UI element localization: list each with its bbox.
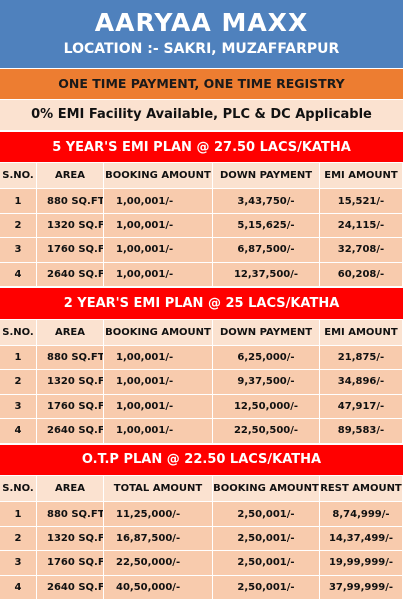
table-cell: 2,50,001/- xyxy=(213,550,320,575)
table-cell: 1760 SQ.FT xyxy=(37,393,104,419)
column-header: S.NO. xyxy=(0,162,37,189)
table-cell: 37,99,999/- xyxy=(320,574,403,599)
table-cell: 11,25,000/- xyxy=(104,501,213,526)
column-header: DOWN PAYMENT xyxy=(213,318,320,345)
column-header: AREA xyxy=(37,475,104,502)
column-header: AREA xyxy=(37,318,104,345)
column-header: S.NO. xyxy=(0,318,37,345)
table-cell: 2 xyxy=(0,212,37,238)
table-cell: 880 SQ.FT xyxy=(37,501,104,526)
section-title: 5 YEAR'S EMI PLAN @ 27.50 LACS/KATHA xyxy=(0,129,403,163)
table-cell: 880 SQ.FT xyxy=(37,344,104,370)
table-cell: 9,37,500/- xyxy=(213,369,320,394)
note: 0% EMI Facility Available, PLC & DC Appl… xyxy=(0,98,403,130)
table-cell: 3,43,750/- xyxy=(213,188,320,213)
table-row: 1 880 SQ.FT 1,00,001/- 6,25,000/- 21,875/- xyxy=(0,344,403,370)
table-cell: 60,208/- xyxy=(320,261,403,287)
table-cell: 1,00,001/- xyxy=(104,369,213,394)
table-cell: 40,50,000/- xyxy=(104,574,213,599)
table-cell: 47,917/- xyxy=(320,393,403,419)
table-cell: 1 xyxy=(0,344,37,370)
table-cell: 22,50,000/- xyxy=(104,550,213,575)
table-cell: 1,00,001/- xyxy=(104,212,213,238)
table-cell: 34,896/- xyxy=(320,369,403,394)
column-header: EMI AMOUNT xyxy=(320,318,403,345)
column-header: BOOKING AMOUNT xyxy=(104,318,213,345)
table-cell: 19,99,999/- xyxy=(320,550,403,575)
table-cell: 8,74,999/- xyxy=(320,501,403,526)
title: AARYAA MAXX xyxy=(94,7,309,37)
header-row: S.NO. AREA BOOKING AMOUNT DOWN PAYMENT EMI A… xyxy=(0,162,403,189)
section-title: O.T.P PLAN @ 22.50 LACS/KATHA xyxy=(0,442,403,476)
header: AARYAA MAXX LOCATION :- SAKRI, MUZAFFARP… xyxy=(0,0,403,68)
table-cell: 1320 SQ.FT xyxy=(37,369,104,394)
table-cell: 1,00,001/- xyxy=(104,188,213,213)
table-cell: 12,37,500/- xyxy=(213,261,320,287)
table-cell: 1320 SQ.FT xyxy=(37,525,104,551)
table-cell: 880 SQ.FT xyxy=(37,188,104,213)
table-cell: 32,708/- xyxy=(320,237,403,262)
table-cell: 2,50,001/- xyxy=(213,525,320,551)
table-cell: 1760 SQ.FT xyxy=(37,237,104,262)
table-cell: 1,00,001/- xyxy=(104,344,213,370)
table-cell: 2,50,001/- xyxy=(213,574,320,599)
location: LOCATION :- SAKRI, MUZAFFARPUR xyxy=(63,40,340,57)
table-cell: 2,50,001/- xyxy=(213,501,320,526)
table-cell: 2640 SQ.FT xyxy=(37,574,104,599)
table-cell: 1760 SQ.FT xyxy=(37,550,104,575)
header-row: S.NO. AREA BOOKING AMOUNT DOWN PAYMENT EMI A… xyxy=(0,318,403,345)
table-cell: 1 xyxy=(0,188,37,213)
table-cell: 24,115/- xyxy=(320,212,403,238)
column-header: EMI AMOUNT xyxy=(320,162,403,189)
table-cell: 6,25,000/- xyxy=(213,344,320,370)
table-cell: 15,521/- xyxy=(320,188,403,213)
banner: ONE TIME PAYMENT, ONE TIME REGISTRY xyxy=(0,67,403,99)
table-cell: 16,87,500/- xyxy=(104,525,213,551)
table-cell: 22,50,500/- xyxy=(213,418,320,443)
table-cell: 2 xyxy=(0,369,37,394)
column-header: TOTAL AMOUNT xyxy=(104,475,213,502)
column-header: BOOKING AMOUNT xyxy=(213,475,320,502)
table-cell: 1,00,001/- xyxy=(104,261,213,287)
table-cell: 1,00,001/- xyxy=(104,393,213,419)
table-cell: 4 xyxy=(0,574,37,599)
table-cell: 1 xyxy=(0,501,37,526)
column-header: DOWN PAYMENT xyxy=(213,162,320,189)
table-cell: 21,875/- xyxy=(320,344,403,370)
table-cell: 3 xyxy=(0,237,37,262)
table-cell: 2 xyxy=(0,525,37,551)
table-row: 1 880 SQ.FT 1,00,001/- 3,43,750/- 15,521/- xyxy=(0,188,403,213)
table-cell: 12,50,000/- xyxy=(213,393,320,419)
table-cell: 89,583/- xyxy=(320,418,403,443)
column-header: AREA xyxy=(37,162,104,189)
table-cell: 14,37,499/- xyxy=(320,525,403,551)
column-header: S.NO. xyxy=(0,475,37,502)
table-cell: 4 xyxy=(0,261,37,287)
column-header: REST AMOUNT xyxy=(320,475,403,502)
table-cell: 5,15,625/- xyxy=(213,212,320,238)
table-cell: 4 xyxy=(0,418,37,443)
table-cell: 6,87,500/- xyxy=(213,237,320,262)
table-cell: 3 xyxy=(0,550,37,575)
table-cell: 1,00,001/- xyxy=(104,418,213,443)
table-cell: 2640 SQ.FT xyxy=(37,418,104,443)
table-cell: 3 xyxy=(0,393,37,419)
section-title: 2 YEAR'S EMI PLAN @ 25 LACS/KATHA xyxy=(0,286,403,319)
header-row: S.NO. AREA TOTAL AMOUNT BOOKING AMOUNT REST … xyxy=(0,475,403,502)
table-cell: 2640 SQ.FT xyxy=(37,261,104,287)
table-cell: 1,00,001/- xyxy=(104,237,213,262)
table-cell: 1320 SQ.FT xyxy=(37,212,104,238)
table-row: 1 880 SQ.FT 11,25,000/- 2,50,001/- 8,74,999/… xyxy=(0,501,403,526)
column-header: BOOKING AMOUNT xyxy=(104,162,213,189)
